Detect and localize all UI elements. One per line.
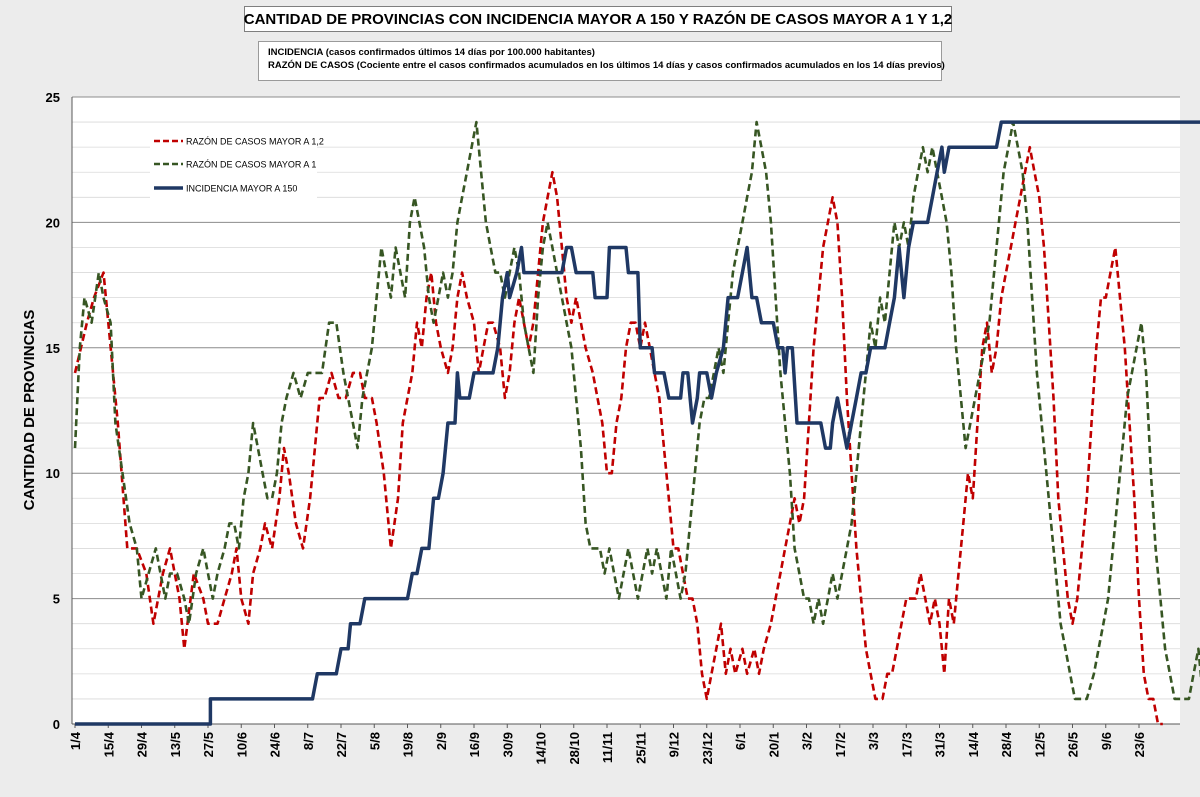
x-tick-label: 9/12: [667, 732, 682, 757]
x-tick-label: 1/4: [68, 731, 83, 750]
x-tick-label: 28/4: [999, 731, 1014, 757]
x-tick-label: 19/8: [401, 732, 416, 757]
series-lines: [73, 120, 1200, 726]
x-tick-label: 2/9: [434, 732, 449, 750]
x-tick-label: 22/7: [334, 732, 349, 757]
legend-label: RAZÓN DE CASOS MAYOR A 1: [186, 160, 316, 170]
x-tick-label: 29/4: [135, 731, 150, 757]
x-tick-label: 13/5: [168, 732, 183, 757]
x-tick-label: 14/10: [534, 732, 549, 765]
x-tick-label: 23/6: [1132, 732, 1147, 757]
x-tick-label: 10/6: [234, 732, 249, 757]
series-line-2: [73, 120, 1200, 701]
incidence-definition: INCIDENCIA (casos confirmados últimos 14…: [268, 47, 595, 58]
y-tick-label: 0: [53, 717, 60, 732]
x-tick-label: 6/1: [733, 732, 748, 750]
legend: RAZÓN DE CASOS MAYOR A 1,2 RAZÓN DE CASOS…: [150, 127, 324, 201]
y-axis-label: CANTIDAD DE PROVINCIAS: [21, 310, 38, 511]
x-tick-label: 3/3: [866, 732, 881, 750]
x-tick-label: 3/2: [800, 732, 815, 750]
x-tick-label: 25/11: [633, 732, 648, 764]
plot-area: [72, 97, 1180, 724]
x-tick-label: 9/6: [1099, 732, 1114, 750]
x-tick-label: 8/7: [301, 732, 316, 750]
x-tick-label: 5/8: [367, 732, 382, 750]
x-tick-label: 12/5: [1032, 732, 1047, 757]
y-axis-ticks: 0 5 10 15 20 25: [46, 90, 60, 732]
x-tick-label: 16/9: [467, 732, 482, 757]
definitions-note-box: INCIDENCIA (casos confirmados últimos 14…: [258, 41, 945, 81]
x-tick-label: 24/6: [268, 732, 283, 757]
y-tick-label: 10: [46, 466, 60, 481]
x-tick-label: 31/3: [933, 732, 948, 757]
x-tick-label: 17/3: [899, 732, 914, 757]
chart-title: CANTIDAD DE PROVINCIAS CON INCIDENCIA MA…: [244, 6, 952, 32]
x-tick-label: 26/5: [1066, 732, 1081, 757]
x-tick-label: 11/11: [600, 732, 615, 763]
x-tick-label: 14/4: [966, 731, 981, 757]
case-ratio-definition: RAZÓN DE CASOS (Cociente entre el casos …: [268, 60, 945, 71]
series-line-3: [75, 120, 1200, 726]
legend-label: RAZÓN DE CASOS MAYOR A 1,2: [186, 137, 324, 147]
x-tick-label: 30/9: [500, 732, 515, 757]
y-tick-label: 5: [53, 592, 60, 607]
x-tick-label: 28/10: [567, 732, 582, 765]
series-line-1: [73, 145, 1163, 726]
x-axis-ticks: 1/4 15/4 29/4 13/5 27/5 10/6 24/6 8/7 22/7 5/8 19/…: [68, 724, 1147, 765]
legend-label: INCIDENCIA MAYOR A 150: [186, 184, 297, 194]
y-tick-label: 20: [46, 215, 60, 230]
x-tick-label: 23/12: [700, 732, 715, 765]
y-tick-label: 25: [46, 90, 60, 105]
x-tick-label: 27/5: [201, 732, 216, 757]
x-tick-label: 17/2: [833, 732, 848, 757]
x-tick-label: 15/4: [101, 731, 116, 757]
y-tick-label: 15: [46, 341, 60, 356]
x-tick-label: 20/1: [766, 732, 781, 757]
